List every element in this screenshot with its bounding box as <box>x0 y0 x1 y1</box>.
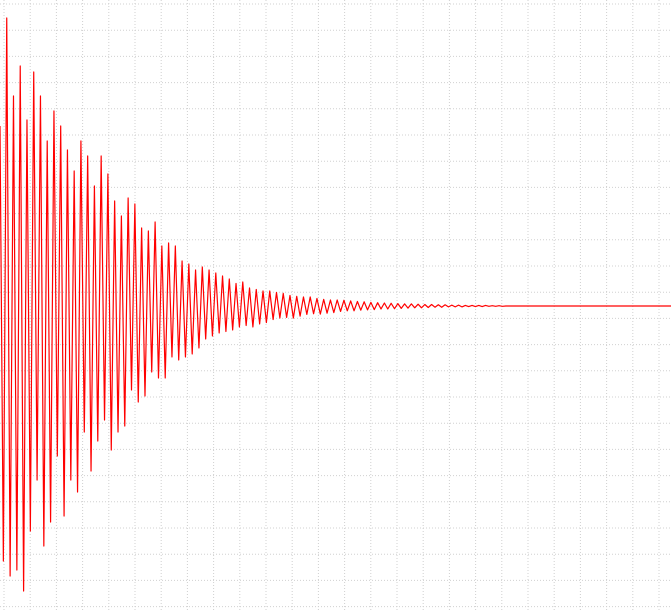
waveform-line <box>0 17 671 592</box>
